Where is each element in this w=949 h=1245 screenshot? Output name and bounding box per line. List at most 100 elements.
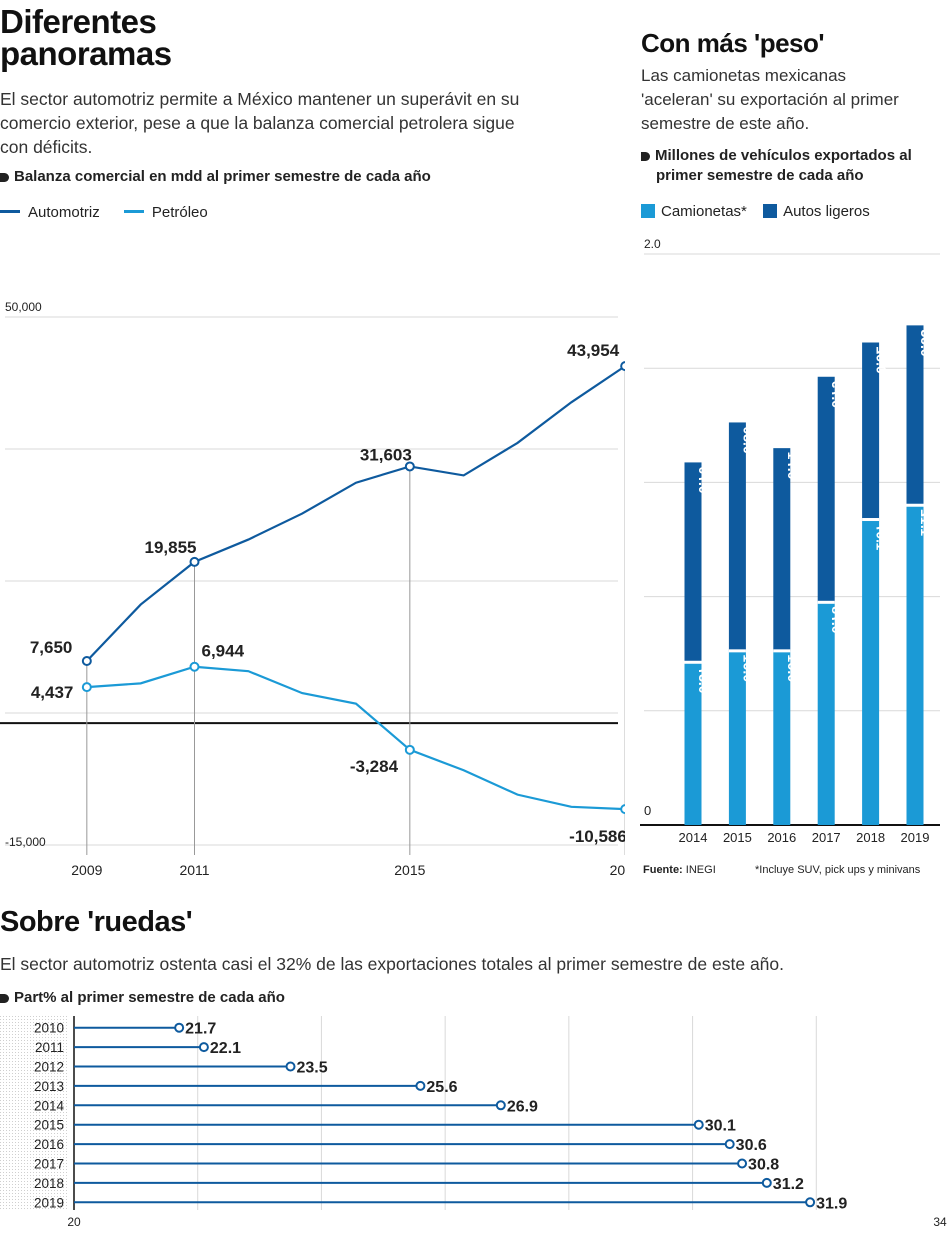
bar-value-label: 0.70 (696, 466, 712, 493)
data-label: 43,954 (567, 341, 620, 360)
segment-divider (773, 649, 791, 653)
y-tick-label: 2.0 (644, 237, 661, 251)
y-tick-label: -15,000 (5, 835, 46, 849)
bar-value-label: 0.78 (829, 606, 845, 633)
bar-value-label: 0.62 (874, 346, 890, 373)
segment-divider (862, 518, 880, 522)
bar-value-label: 30.6 (736, 1137, 767, 1154)
right-intro-line1: Las camionetas mexicanas (641, 66, 847, 85)
category-label: 2014 (34, 1098, 65, 1113)
bar-camionetas (728, 650, 746, 825)
x-tick-label: 2019 (610, 862, 625, 878)
bottom-subtitle: Part% al primer semestre de cada año (0, 989, 285, 1006)
data-point-marker (81, 682, 92, 693)
bar-value-label: 31.2 (773, 1176, 804, 1193)
category-label: 2012 (34, 1060, 64, 1075)
right-subtitle-line1: Millones de vehículos exportados al (655, 147, 912, 164)
bar-camionetas (684, 662, 702, 825)
category-label: 2018 (34, 1176, 64, 1191)
data-point-marker (404, 744, 415, 755)
legend-autos-swatch (763, 204, 778, 218)
bar-value-label: 0.61 (785, 655, 801, 682)
segment-divider (906, 503, 924, 507)
source-value: INEGI (685, 864, 716, 876)
bar-value-label: 0.61 (740, 655, 756, 682)
x-tick-label: 2011 (179, 862, 209, 878)
source: Fuente: INEGI (643, 864, 716, 876)
category-label: 2017 (34, 1157, 64, 1172)
x-tick-label: 2015 (723, 830, 752, 845)
bar-autos (906, 325, 924, 506)
data-label: 7,650 (30, 638, 73, 657)
data-label: 4,437 (31, 683, 74, 702)
bar-end-marker (415, 1080, 426, 1091)
bar-end-marker (693, 1119, 704, 1130)
y-tick-label: 50,000 (5, 300, 42, 314)
category-label: 2011 (35, 1040, 64, 1055)
data-point-marker (189, 556, 200, 567)
left-title: Diferentes panoramas (0, 5, 172, 70)
bar-value-label: 23.5 (297, 1060, 328, 1077)
x-tick-label: 2009 (71, 862, 102, 878)
bar-value-label: 0.80 (740, 426, 756, 453)
left-intro-line1: El sector automotriz permite a México ma… (0, 89, 520, 109)
segment-divider (684, 660, 702, 664)
right-legend: Camionetas* Autos ligeros (641, 203, 870, 220)
data-label: 19,855 (145, 538, 197, 557)
data-label: 6,944 (202, 642, 245, 661)
bar-value-label: 26.9 (507, 1098, 538, 1115)
data-point-marker (620, 361, 625, 372)
source-label: Fuente: (643, 864, 683, 876)
x-tick-label: 2016 (767, 830, 796, 845)
bar-camionetas (817, 602, 835, 825)
bar-autos (684, 462, 702, 663)
category-label: 2013 (34, 1079, 64, 1094)
category-label: 2019 (34, 1195, 64, 1210)
right-intro-line3: semestre de este año. (641, 114, 810, 133)
x-tick-label: 2017 (812, 830, 841, 845)
data-label: -10,586 (569, 827, 625, 846)
bar-autos (773, 448, 791, 651)
bullet-marker-icon (0, 173, 9, 182)
bottom-title: Sobre 'ruedas' (0, 906, 193, 938)
bar-value-label: 30.1 (705, 1118, 736, 1135)
legend-petroleo-swatch (123, 210, 144, 213)
x-tick-label: 34 (933, 1215, 947, 1229)
left-subtitle: Balanza comercial en mdd al primer semes… (0, 168, 431, 185)
legend-automotriz-label: Automotriz (28, 204, 100, 221)
legend-petroleo-label: Petróleo (151, 204, 208, 221)
bar-value-label: 22.1 (210, 1040, 241, 1057)
bar-value-label: 21.7 (185, 1021, 216, 1038)
bar-value-label: 25.6 (426, 1079, 457, 1096)
right-intro: Las camionetas mexicanas 'aceleran' su e… (641, 64, 946, 136)
legend-automotriz-swatch (0, 210, 20, 213)
left-subtitle-text: Balanza comercial en mdd al primer semes… (14, 168, 431, 185)
legend-camionetas-swatch (641, 204, 655, 218)
x-tick-label: 2018 (856, 830, 885, 845)
line-chart: 50,000 -15,000 2009 2011 2015 2019 7,650 19,855… (0, 300, 625, 878)
data-label: 31,603 (360, 445, 412, 464)
segment-divider (817, 600, 835, 604)
left-intro-line3: con déficits. (0, 137, 93, 157)
x-tick-label: 2015 (394, 862, 425, 878)
bar-autos (817, 376, 835, 603)
bar-value-label: 1.12 (918, 509, 934, 536)
right-title: Con más 'peso' (641, 28, 825, 58)
data-point-marker (189, 661, 200, 672)
bar-camionetas (906, 505, 924, 825)
bar-value-label: 31.9 (816, 1195, 847, 1212)
bar-value-label: 30.8 (748, 1157, 779, 1174)
left-intro-line2: comercio exterior, pese a que la balanza… (0, 113, 515, 133)
right-intro-line2: 'aceleran' su exportación al primer (641, 90, 899, 109)
bullet-marker-icon (641, 152, 650, 161)
bar-end-marker (724, 1139, 735, 1150)
bar-autos (728, 422, 746, 651)
legend-camionetas-label: Camionetas* (661, 203, 747, 220)
category-label: 2010 (34, 1021, 64, 1036)
bar-end-marker (198, 1042, 209, 1053)
bar-end-marker (174, 1022, 185, 1033)
bar-end-marker (495, 1100, 506, 1111)
y-tick-label: 0 (644, 803, 651, 818)
bar-end-marker (737, 1158, 748, 1169)
horizontal-bar-chart: 2010 21.7 2011 22.1 2012 23.5 2013 25.6 2014 26.9… (0, 1016, 947, 1229)
